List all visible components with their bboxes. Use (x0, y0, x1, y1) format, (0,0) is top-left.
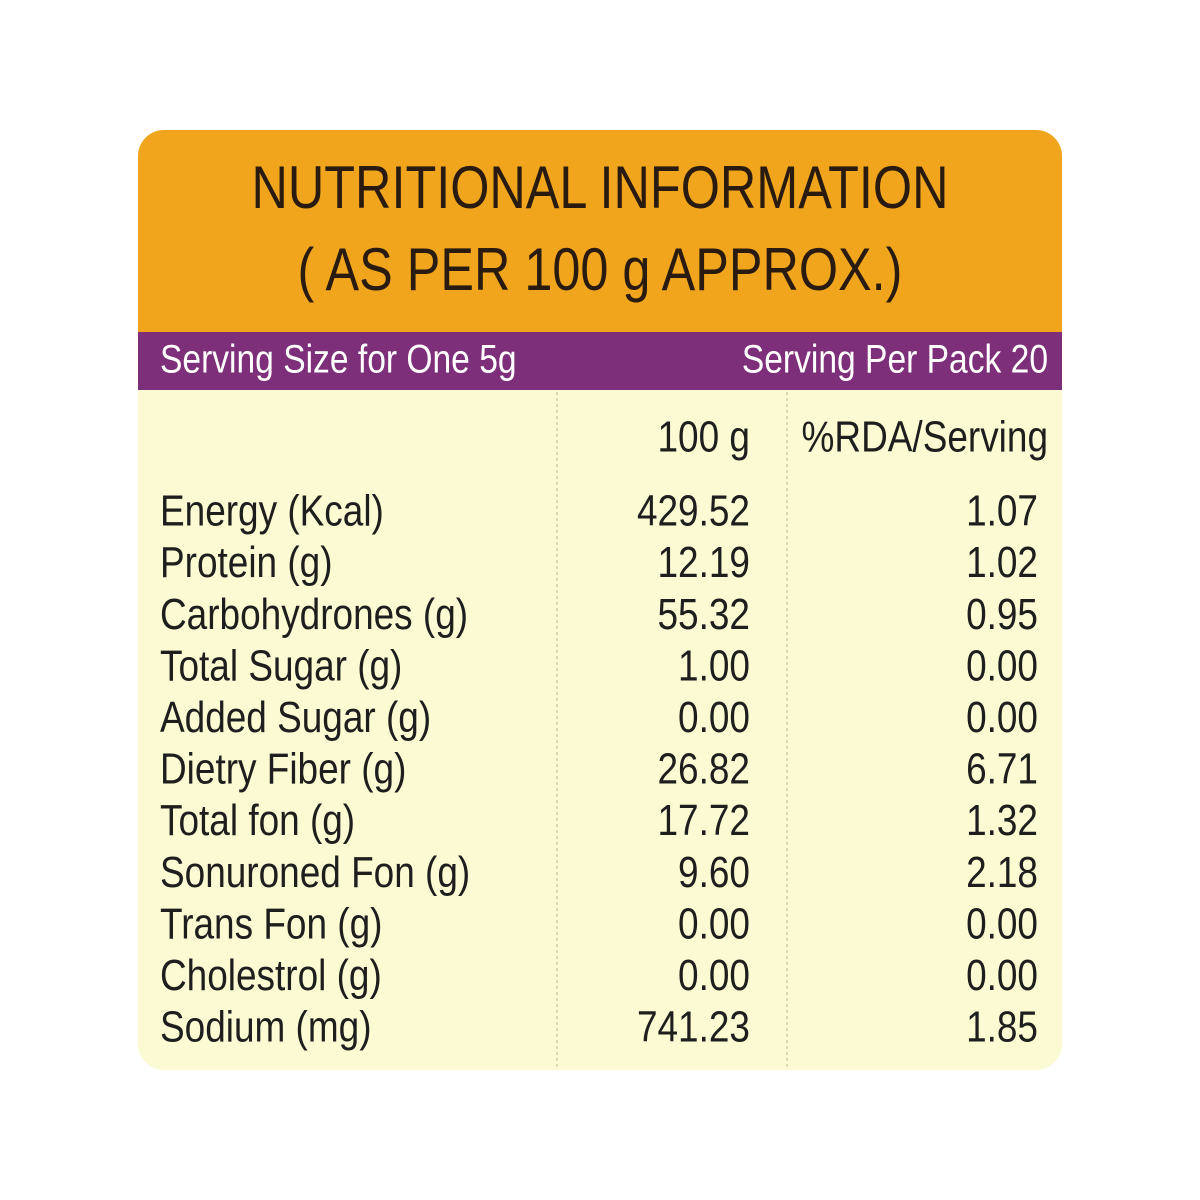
nutrient-name: Total Sugar (g) (160, 640, 402, 690)
value-per-100g: 741.23 (637, 1002, 750, 1052)
value-per-100g: 429.52 (637, 486, 750, 536)
nutrient-name: Cholestrol (g) (160, 950, 382, 1000)
nutrient-name: Added Sugar (g) (160, 692, 431, 742)
rda-per-serving: 0.00 (966, 692, 1038, 742)
nutrient-name: Protein (g) (160, 537, 333, 587)
rda-per-serving: 2.18 (966, 847, 1038, 897)
value-per-100g: 17.72 (658, 795, 750, 845)
rda-per-serving: 0.00 (966, 950, 1038, 1000)
serving-size: Serving Size for One 5g (160, 337, 517, 381)
value-per-100g: 0.00 (678, 692, 750, 742)
column-header: 100 g (658, 412, 750, 462)
rda-per-serving: 1.07 (966, 486, 1038, 536)
rda-per-serving: 0.95 (966, 589, 1038, 639)
value-per-100g: 12.19 (658, 537, 750, 587)
nutrient-name: Dietry Fiber (g) (160, 744, 406, 794)
value-per-100g: 0.00 (678, 898, 750, 948)
rda-per-serving: 1.02 (966, 537, 1038, 587)
header-panel (138, 130, 1062, 332)
value-per-100g: 0.00 (678, 950, 750, 1000)
rda-per-serving: 6.71 (966, 744, 1038, 794)
value-per-100g: 9.60 (678, 847, 750, 897)
rda-per-serving: 0.00 (966, 898, 1038, 948)
nutrient-name: Energy (Kcal) (160, 486, 384, 536)
nutrient-name: Trans Fon (g) (160, 898, 382, 948)
title: NUTRITIONAL INFORMATION (252, 154, 949, 221)
column-header: %RDA/Serving (802, 412, 1048, 462)
serving-band (138, 332, 1062, 390)
nutrient-name: Sonuroned Fon (g) (160, 847, 470, 897)
value-per-100g: 1.00 (678, 640, 750, 690)
rda-per-serving: 1.85 (966, 1002, 1038, 1052)
card (138, 130, 1062, 1070)
nutrient-name: Sodium (mg) (160, 1002, 372, 1052)
value-per-100g: 55.32 (658, 589, 750, 639)
nutrient-name: Carbohydrones (g) (160, 589, 468, 639)
text-layer: NUTRITIONAL INFORMATION ( AS PER 100 g AP… (160, 154, 1048, 1052)
nutrient-name: Total fon (g) (160, 795, 355, 845)
rda-per-serving: 0.00 (966, 640, 1038, 690)
subtitle: ( AS PER 100 g APPROX.) (298, 236, 903, 303)
rda-per-serving: 1.32 (966, 795, 1038, 845)
servings-per-pack: Serving Per Pack 20 (742, 337, 1048, 381)
value-per-100g: 26.82 (658, 744, 750, 794)
